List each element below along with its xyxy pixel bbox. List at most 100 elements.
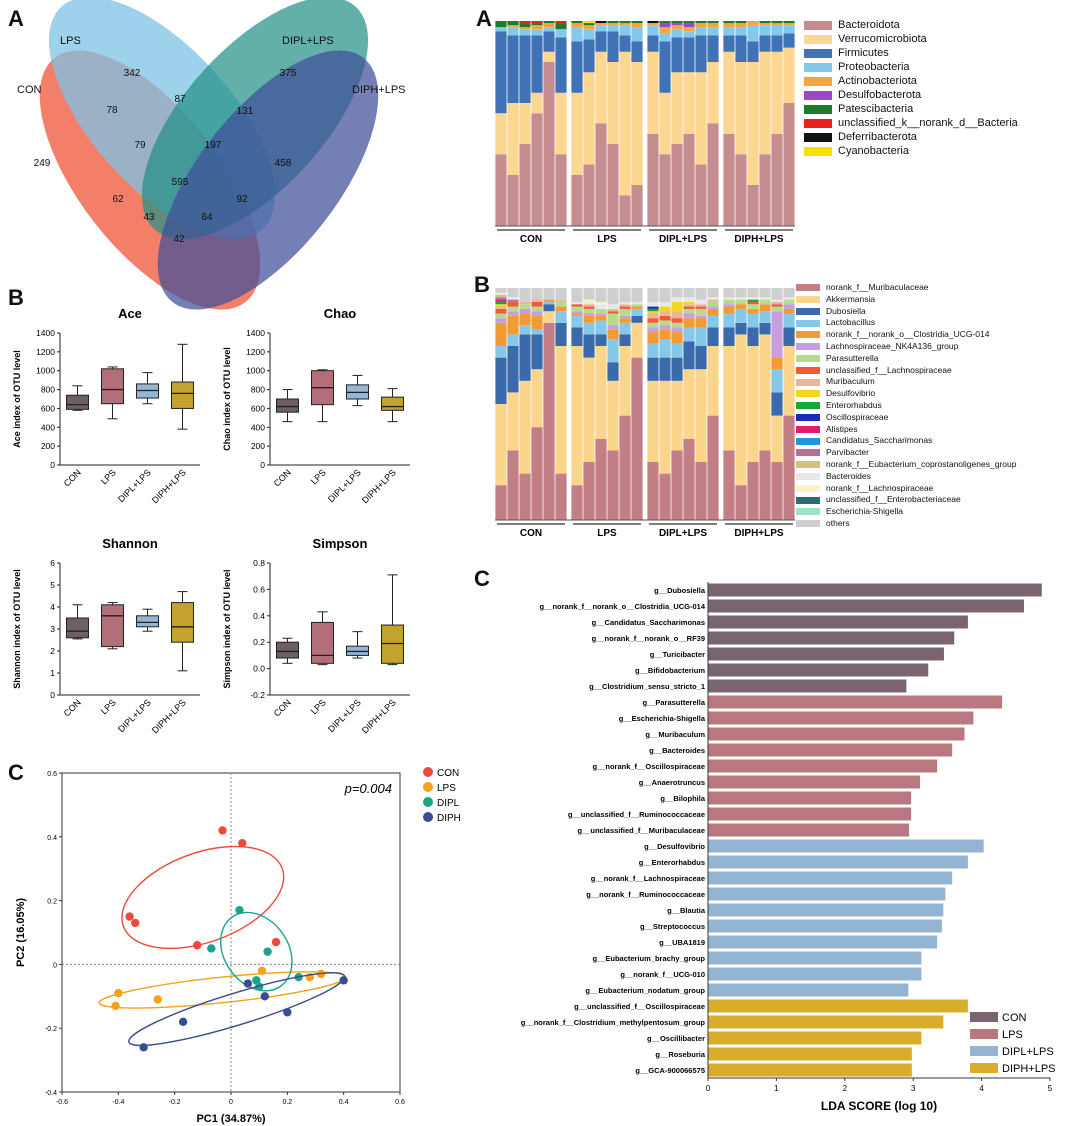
bar-segment: [723, 450, 735, 520]
bar-segment: [735, 322, 747, 335]
bar-segment: [723, 306, 735, 314]
y-tick-label: 4: [50, 602, 55, 612]
bar-segment: [543, 301, 555, 305]
bar-segment: [659, 329, 671, 340]
bar-segment: [771, 51, 783, 134]
bar-segment: [647, 21, 659, 24]
legend-item: Deferribacterota: [804, 130, 1018, 144]
bar-segment: [695, 21, 707, 24]
x-tick-label: 0.6: [395, 1099, 405, 1106]
bar-segment: [683, 301, 695, 305]
legend-label: Muribaculum: [826, 376, 875, 387]
y-tick-label: 5: [50, 580, 55, 590]
x-tick-label: 2: [843, 1084, 848, 1093]
bar-segment: [659, 320, 671, 326]
bar-segment: [543, 21, 555, 24]
bar-segment: [543, 322, 555, 520]
legend-swatch: [804, 118, 832, 128]
y-tick-label: 600: [251, 403, 265, 413]
bar-segment: [531, 369, 543, 428]
bar-segment: [735, 297, 747, 300]
legend-label: CON: [1002, 1012, 1027, 1024]
bar-segment: [659, 473, 671, 520]
bar-segment: [647, 318, 659, 323]
panel-letter-genus: B: [474, 272, 490, 297]
x-tick-label: -0.6: [56, 1099, 68, 1106]
bar-segment: [571, 315, 583, 328]
bar-segment: [543, 31, 555, 52]
legend-swatch: [804, 146, 832, 156]
lda-bar-label: g__norank_f__Ruminococcaceae: [586, 890, 705, 899]
y-tick-label: 0.4: [253, 611, 265, 621]
sample-point-con: [238, 838, 247, 848]
lda-bar: [708, 839, 984, 853]
bar-segment: [519, 334, 531, 381]
y-tick-label: 0.2: [47, 899, 57, 906]
x-tick-label: DIPL+LPS: [116, 467, 153, 504]
bar-segment: [495, 318, 507, 323]
bar-segment: [747, 346, 759, 462]
bar-segment: [607, 144, 619, 226]
bar-segment: [671, 327, 683, 333]
bar-segment: [659, 306, 671, 312]
legend-label: DIPH: [437, 813, 461, 824]
legend-swatch: [796, 319, 820, 327]
bar-segment: [619, 301, 631, 305]
bar-segment: [771, 311, 783, 358]
bar-segment: [683, 27, 695, 32]
bar-segment: [735, 308, 747, 323]
sample-point-diph: [339, 976, 348, 985]
lda-bar: [708, 759, 938, 773]
bar-segment: [571, 41, 583, 93]
bar-segment: [707, 123, 719, 226]
legend-swatch: [970, 1046, 998, 1056]
lda-bar: [708, 679, 907, 693]
bar-segment: [723, 133, 735, 226]
legend-label: Alistipes: [826, 423, 858, 434]
bar-segment: [495, 154, 507, 226]
lda-bar-label: g__Eubacterium_nodatum_group: [585, 986, 705, 995]
venn-count: 131: [237, 106, 254, 117]
sample-point-dipl: [252, 976, 261, 985]
bar-segment: [747, 25, 759, 42]
lda-bar-label: g__Bacteroides: [649, 746, 705, 755]
legend-swatch: [804, 132, 832, 142]
bar-segment: [683, 288, 695, 298]
bar-segment: [671, 343, 683, 358]
bar-segment: [555, 311, 567, 323]
bar-segment: [683, 37, 695, 73]
group-label: LPS: [597, 234, 617, 245]
bar-segment: [631, 357, 643, 520]
bar-segment: [595, 438, 607, 520]
lda-bar-label: g__Blautia: [667, 906, 706, 915]
bar-segment: [531, 35, 543, 93]
bar-segment: [583, 322, 595, 335]
bar-segment: [583, 304, 595, 307]
bar-segment: [531, 301, 543, 307]
bar-segment: [783, 23, 795, 26]
lda-bar: [708, 615, 968, 629]
bar-segment: [543, 311, 555, 323]
bar-segment: [695, 72, 707, 165]
bar-segment: [595, 313, 607, 316]
bar-segment: [659, 92, 671, 155]
box-con: [66, 617, 89, 639]
bar-segment: [555, 37, 567, 93]
bar-segment: [595, 21, 607, 24]
bar-segment: [647, 343, 659, 358]
bar-segment: [555, 288, 567, 300]
y-axis-label: Ace index of OTU level: [12, 350, 22, 448]
bar-segment: [555, 306, 567, 312]
bar-segment: [495, 294, 507, 298]
legend-item: norank_f__Eubacterium_coprostanoligenes_…: [796, 459, 1016, 471]
venn-count: 78: [106, 105, 118, 116]
group-label: DIPL+LPS: [659, 528, 707, 539]
x-tick-label: 0.2: [282, 1099, 292, 1106]
sample-point-dipl: [254, 982, 264, 991]
bar-segment: [555, 473, 567, 520]
bar-segment: [695, 327, 707, 346]
lda-bar: [708, 919, 942, 933]
bar-segment: [607, 329, 619, 340]
bar-segment: [607, 339, 619, 363]
x-tick-label: 0: [706, 1084, 711, 1093]
